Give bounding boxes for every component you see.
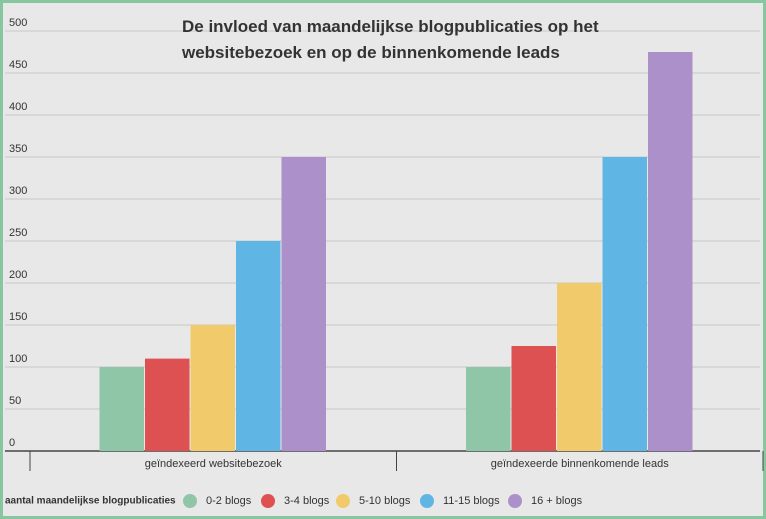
y-tick-label: 350 (9, 143, 27, 155)
bar (648, 52, 693, 451)
y-tick-label: 50 (9, 395, 21, 407)
legend-label: 5-10 blogs (359, 495, 411, 507)
chart-title: De invloed van maandelijkse blogpublicat… (182, 17, 599, 62)
y-tick-label: 250 (9, 227, 27, 239)
y-tick-label: 400 (9, 101, 27, 113)
bar (602, 157, 647, 451)
legend-label: 11-15 blogs (443, 495, 500, 507)
x-tick-label: geïndexeerd websitebezoek (145, 458, 282, 470)
y-tick-label: 150 (9, 311, 27, 323)
legend-marker (261, 494, 275, 508)
bar (557, 283, 602, 451)
bar (190, 325, 235, 451)
legend-title: aantal maandelijkse blogpublicaties (5, 496, 176, 507)
y-tick-label: 200 (9, 269, 27, 281)
y-tick-label: 300 (9, 185, 27, 197)
legend-marker (183, 494, 197, 508)
y-tick-label: 500 (9, 17, 27, 29)
legend-label: 16 + blogs (531, 495, 583, 507)
legend-label: 0-2 blogs (206, 495, 252, 507)
legend-marker (336, 494, 350, 508)
legend-label: 3-4 blogs (284, 495, 330, 507)
bar (99, 367, 144, 451)
bar (511, 346, 556, 451)
bar (466, 367, 511, 451)
bar (236, 241, 281, 451)
bar (281, 157, 326, 451)
x-tick-label: geïndexeerde binnenkomende leads (491, 458, 669, 470)
legend-marker (508, 494, 522, 508)
bar (145, 358, 190, 451)
y-tick-label: 0 (9, 437, 15, 449)
legend-marker (420, 494, 434, 508)
y-tick-label: 450 (9, 59, 27, 71)
y-tick-label: 100 (9, 353, 27, 365)
